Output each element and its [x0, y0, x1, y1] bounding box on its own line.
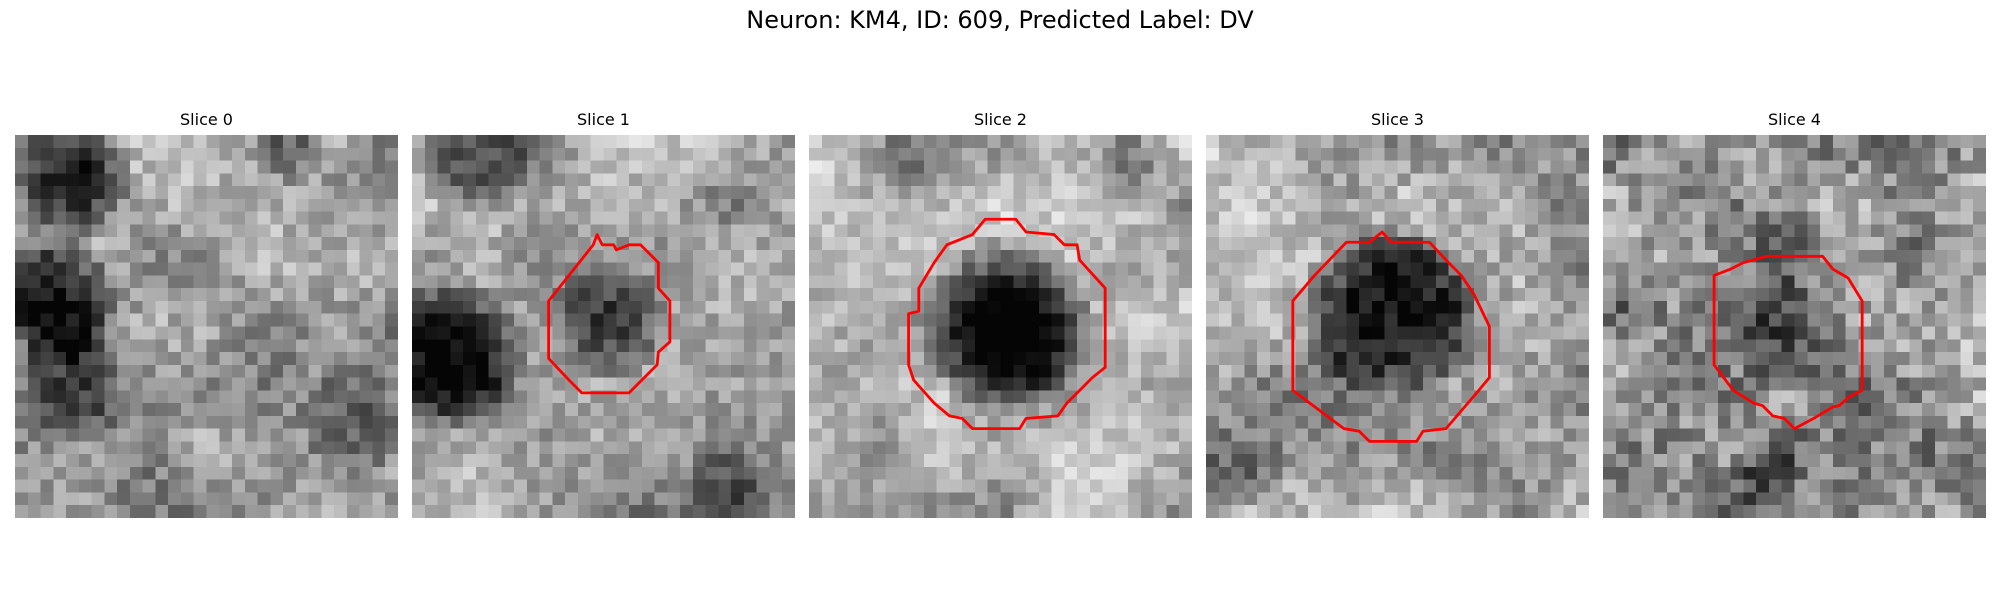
pixel-grid: [1603, 135, 1986, 518]
slice-panel-3: Slice 3: [1206, 106, 1589, 518]
slice-image: [809, 135, 1192, 518]
slice-title: Slice 1: [412, 106, 795, 134]
slice-panel-0: Slice 0: [15, 106, 398, 518]
pixel-grid: [1206, 135, 1589, 518]
slice-title: Slice 0: [15, 106, 398, 134]
figure-title: Neuron: KM4, ID: 609, Predicted Label: D…: [0, 6, 2000, 34]
pixel-grid: [15, 135, 398, 518]
slice-image: [1206, 135, 1589, 518]
slice-title: Slice 3: [1206, 106, 1589, 134]
slice-panel-2: Slice 2: [809, 106, 1192, 518]
slice-title: Slice 4: [1603, 106, 1986, 134]
slice-panel-1: Slice 1: [412, 106, 795, 518]
slice-image: [15, 135, 398, 518]
slice-panel-4: Slice 4: [1603, 106, 1986, 518]
slice-image: [1603, 135, 1986, 518]
slice-image: [412, 135, 795, 518]
slice-title: Slice 2: [809, 106, 1192, 134]
pixel-grid: [809, 135, 1192, 518]
pixel-grid: [412, 135, 795, 518]
